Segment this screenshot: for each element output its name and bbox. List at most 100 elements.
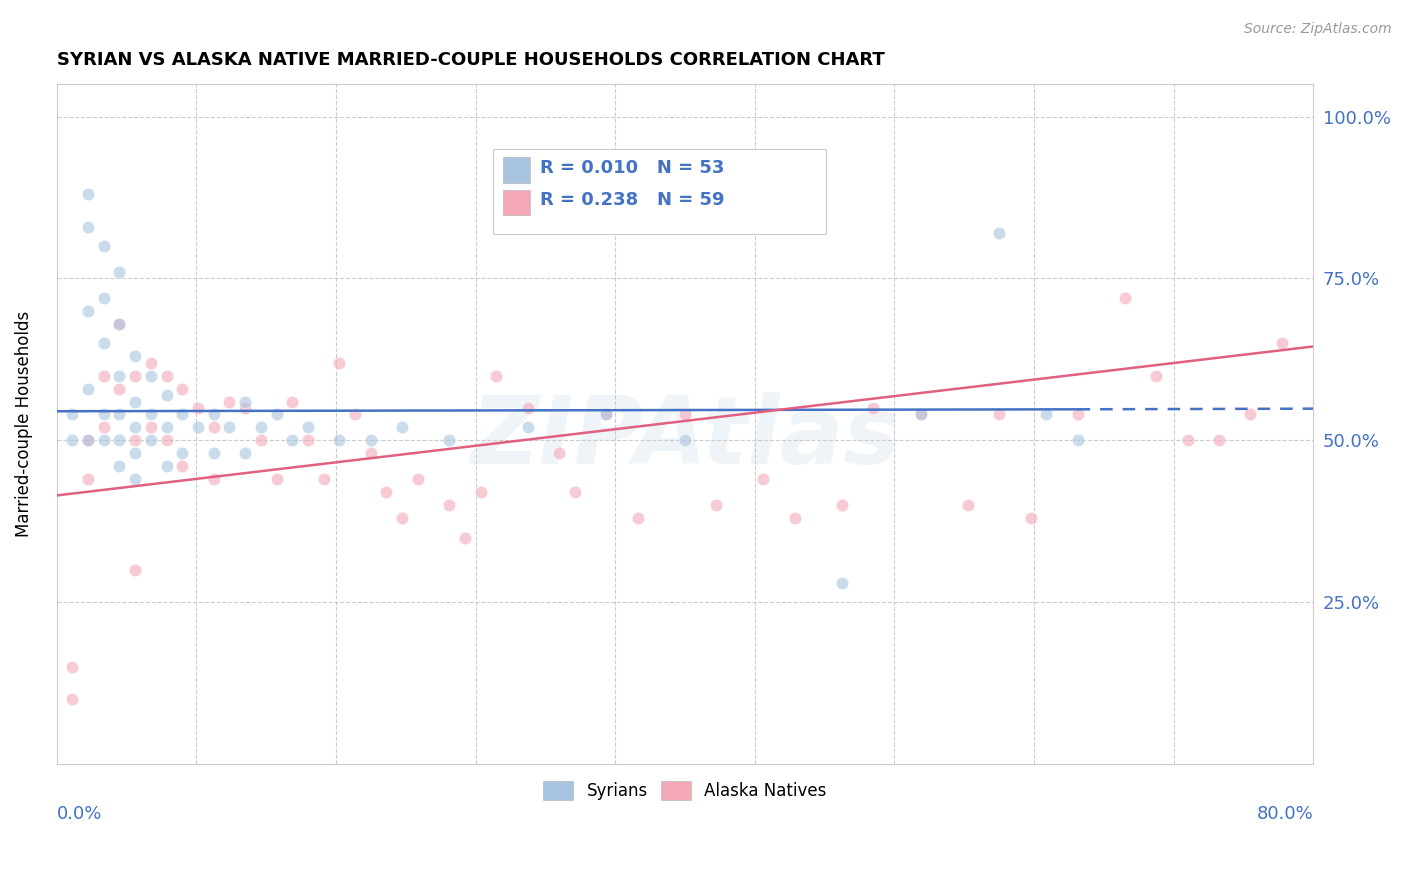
Point bbox=[956, 498, 979, 512]
Point bbox=[77, 434, 100, 448]
Text: Source: ZipAtlas.com: Source: ZipAtlas.com bbox=[1244, 22, 1392, 37]
Point bbox=[910, 408, 932, 422]
Point bbox=[281, 394, 304, 409]
Point bbox=[1066, 434, 1088, 448]
Point bbox=[93, 434, 115, 448]
Point bbox=[93, 408, 115, 422]
Point bbox=[108, 408, 131, 422]
Point bbox=[202, 408, 225, 422]
Point bbox=[124, 420, 146, 434]
Point bbox=[108, 459, 131, 474]
Point bbox=[139, 356, 162, 370]
Point bbox=[218, 394, 240, 409]
Y-axis label: Married-couple Households: Married-couple Households bbox=[15, 311, 32, 537]
Point bbox=[155, 388, 177, 402]
Point bbox=[988, 226, 1011, 240]
Point bbox=[595, 408, 617, 422]
Point bbox=[1177, 434, 1199, 448]
Point bbox=[93, 368, 115, 383]
Point bbox=[108, 368, 131, 383]
Point bbox=[93, 239, 115, 253]
Text: 80.0%: 80.0% bbox=[1257, 805, 1313, 823]
Point bbox=[187, 420, 209, 434]
Point bbox=[673, 408, 696, 422]
Point bbox=[139, 434, 162, 448]
Point bbox=[360, 434, 382, 448]
Point bbox=[202, 446, 225, 460]
Point bbox=[266, 472, 288, 486]
Text: R = 0.010   N = 53: R = 0.010 N = 53 bbox=[540, 159, 725, 177]
Point bbox=[172, 382, 194, 396]
Point bbox=[60, 408, 83, 422]
Point bbox=[155, 420, 177, 434]
Text: R = 0.238   N = 59: R = 0.238 N = 59 bbox=[540, 192, 725, 210]
Point bbox=[439, 434, 461, 448]
Point bbox=[77, 219, 100, 234]
Point bbox=[406, 472, 429, 486]
Point bbox=[1019, 511, 1042, 525]
Point bbox=[108, 317, 131, 331]
Point bbox=[93, 336, 115, 351]
Point bbox=[124, 434, 146, 448]
Point bbox=[297, 420, 319, 434]
Point bbox=[155, 368, 177, 383]
Point bbox=[439, 498, 461, 512]
Point bbox=[627, 511, 650, 525]
Point bbox=[1066, 408, 1088, 422]
Point bbox=[124, 394, 146, 409]
Point bbox=[108, 382, 131, 396]
Point bbox=[172, 408, 194, 422]
Point bbox=[1114, 291, 1136, 305]
Point bbox=[77, 434, 100, 448]
Point bbox=[60, 692, 83, 706]
Point bbox=[77, 303, 100, 318]
Point bbox=[250, 434, 273, 448]
Text: 0.0%: 0.0% bbox=[56, 805, 103, 823]
Point bbox=[139, 408, 162, 422]
Point bbox=[391, 511, 413, 525]
Point bbox=[77, 187, 100, 202]
Point bbox=[752, 472, 775, 486]
Text: ZIPAtlas: ZIPAtlas bbox=[470, 392, 900, 483]
Point bbox=[360, 446, 382, 460]
Point bbox=[124, 472, 146, 486]
Point bbox=[831, 498, 853, 512]
Point bbox=[266, 408, 288, 422]
Point bbox=[139, 368, 162, 383]
Point bbox=[391, 420, 413, 434]
Point bbox=[108, 265, 131, 279]
Point bbox=[77, 382, 100, 396]
Point bbox=[516, 420, 538, 434]
Point bbox=[108, 434, 131, 448]
Point bbox=[218, 420, 240, 434]
Point bbox=[233, 394, 256, 409]
Point bbox=[862, 401, 884, 415]
Point bbox=[93, 291, 115, 305]
Point bbox=[124, 446, 146, 460]
Point bbox=[77, 472, 100, 486]
Point bbox=[124, 349, 146, 363]
Point bbox=[564, 485, 586, 500]
Point bbox=[312, 472, 335, 486]
Bar bbox=[503, 157, 530, 183]
Point bbox=[108, 317, 131, 331]
Point bbox=[1035, 408, 1057, 422]
Point bbox=[1239, 408, 1261, 422]
Point bbox=[831, 575, 853, 590]
Point bbox=[1144, 368, 1167, 383]
Point bbox=[250, 420, 273, 434]
Point bbox=[124, 563, 146, 577]
Point bbox=[233, 401, 256, 415]
Point bbox=[187, 401, 209, 415]
Point bbox=[375, 485, 398, 500]
Point bbox=[281, 434, 304, 448]
Point bbox=[155, 459, 177, 474]
Point bbox=[988, 408, 1011, 422]
Point bbox=[470, 485, 492, 500]
Point bbox=[1208, 434, 1230, 448]
Point bbox=[706, 498, 728, 512]
Point bbox=[328, 356, 350, 370]
Point bbox=[202, 420, 225, 434]
Point bbox=[139, 420, 162, 434]
FancyBboxPatch shape bbox=[492, 149, 825, 234]
